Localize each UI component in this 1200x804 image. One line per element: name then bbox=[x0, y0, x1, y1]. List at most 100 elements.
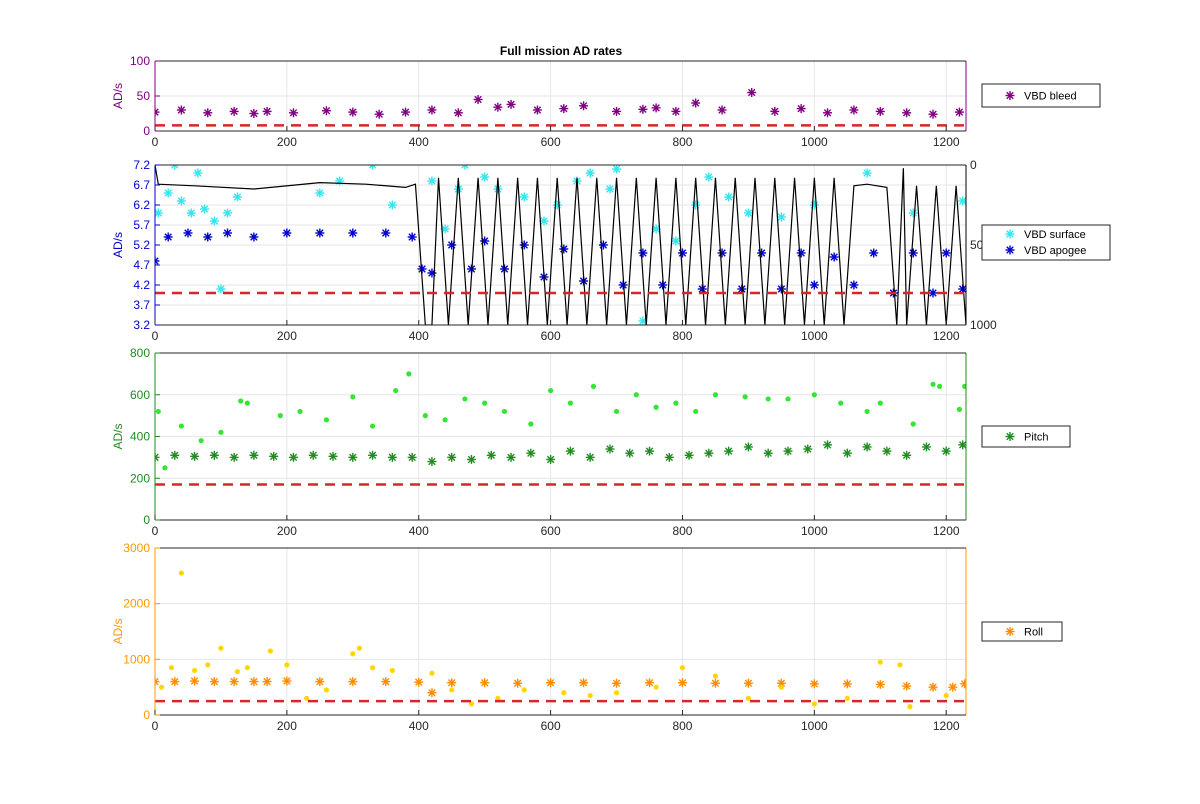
y-tick-label: 5.7 bbox=[133, 218, 150, 232]
data-point bbox=[679, 665, 686, 671]
y-tick-label: 400 bbox=[130, 430, 150, 444]
data-point bbox=[823, 440, 833, 450]
data-point bbox=[277, 413, 283, 419]
x-tick-label: 1200 bbox=[933, 135, 960, 149]
data-point bbox=[776, 212, 786, 222]
data-point bbox=[559, 244, 569, 254]
data-point bbox=[223, 208, 233, 218]
data-point bbox=[526, 448, 536, 458]
panel-2: 0 200 400 600 800 1000 1200 3.2 3.7 4.2 4.7 5.2 5.7 6… bbox=[111, 158, 1111, 343]
data-point bbox=[369, 423, 376, 429]
data-point bbox=[422, 413, 428, 419]
data-point bbox=[902, 108, 912, 118]
data-point bbox=[552, 200, 562, 210]
x-tick-label: 200 bbox=[277, 329, 297, 343]
data-point bbox=[590, 383, 597, 389]
data-point bbox=[387, 200, 397, 210]
x-tick-label: 600 bbox=[541, 524, 561, 538]
data-point bbox=[743, 678, 753, 688]
x-tick-label: 1200 bbox=[933, 329, 960, 343]
data-layer bbox=[155, 371, 966, 486]
data-point bbox=[796, 104, 806, 114]
data-point bbox=[638, 248, 648, 258]
data-point bbox=[190, 676, 200, 686]
data-point bbox=[480, 172, 490, 182]
data-point bbox=[321, 106, 331, 116]
data-point bbox=[209, 677, 219, 687]
x-tick-label: 200 bbox=[277, 719, 297, 733]
data-point bbox=[513, 678, 523, 688]
data-point bbox=[546, 454, 556, 464]
legend-marker bbox=[1005, 91, 1015, 100]
data-point bbox=[897, 662, 903, 668]
data-point bbox=[170, 677, 180, 687]
data-point bbox=[902, 681, 912, 691]
data-point bbox=[724, 446, 734, 456]
data-point bbox=[862, 442, 872, 452]
data-point bbox=[693, 408, 699, 415]
data-point bbox=[328, 451, 338, 461]
data-point bbox=[407, 452, 417, 462]
data-point bbox=[506, 99, 516, 109]
legend-entry: Pitch bbox=[1024, 432, 1048, 444]
data-point bbox=[548, 387, 554, 394]
data-point bbox=[429, 670, 435, 676]
y-tick-label: 50 bbox=[137, 89, 151, 103]
y-tick-label: 3.7 bbox=[133, 298, 150, 312]
data-point bbox=[168, 665, 175, 671]
data-point bbox=[928, 288, 938, 298]
data-point bbox=[468, 701, 475, 707]
data-point bbox=[183, 228, 193, 238]
y-tick-label: 0 bbox=[143, 124, 150, 138]
data-point bbox=[519, 240, 529, 250]
legend: VBD surface VBD apogee bbox=[981, 224, 1111, 261]
legend-marker bbox=[1005, 229, 1015, 239]
data-point bbox=[282, 676, 292, 686]
data-point bbox=[348, 107, 358, 117]
data-point bbox=[704, 448, 714, 458]
x-tick-label: 1000 bbox=[801, 135, 828, 149]
x-tick-label: 400 bbox=[409, 329, 429, 343]
data-point bbox=[742, 394, 748, 400]
data-point bbox=[612, 106, 622, 116]
data-point bbox=[199, 204, 209, 214]
data-point bbox=[757, 248, 767, 258]
legend: Pitch bbox=[981, 425, 1071, 448]
data-point bbox=[447, 452, 457, 462]
data-point bbox=[193, 168, 203, 178]
data-point bbox=[480, 678, 490, 688]
data-point bbox=[493, 102, 503, 112]
data-point bbox=[262, 677, 272, 687]
x-tick-label: 0 bbox=[152, 329, 159, 343]
x-tick-label: 800 bbox=[672, 135, 692, 149]
data-point bbox=[776, 284, 786, 294]
data-point bbox=[539, 216, 549, 226]
data-point bbox=[875, 106, 885, 116]
data-point bbox=[493, 184, 503, 194]
y-tick-label: 0 bbox=[143, 708, 150, 722]
x-tick-label: 1200 bbox=[933, 524, 960, 538]
data-point bbox=[191, 667, 198, 674]
depth-line bbox=[155, 165, 966, 325]
y-tick-label: 1000 bbox=[123, 652, 150, 666]
data-point bbox=[442, 417, 448, 423]
data-point bbox=[170, 165, 180, 170]
data-point bbox=[712, 392, 719, 398]
data-point bbox=[809, 200, 819, 210]
data-point bbox=[288, 108, 298, 118]
data-point bbox=[875, 679, 885, 689]
data-point bbox=[269, 451, 279, 461]
data-point bbox=[956, 406, 963, 412]
data-point bbox=[155, 107, 160, 117]
data-point bbox=[910, 421, 916, 427]
y2-tick-label: 50 bbox=[970, 238, 984, 252]
y-tick-label: 7.2 bbox=[133, 158, 150, 172]
y-tick-label: 600 bbox=[130, 388, 150, 402]
data-point bbox=[842, 448, 852, 458]
panel-1: 0 200 400 600 800 1000 1200 0 50 100 AD/s VBD bleed bbox=[111, 54, 1101, 149]
data-point bbox=[613, 690, 620, 696]
data-point bbox=[842, 679, 852, 689]
data-point bbox=[178, 423, 184, 429]
data-point bbox=[677, 678, 687, 688]
y-tick-label: 200 bbox=[130, 471, 150, 485]
